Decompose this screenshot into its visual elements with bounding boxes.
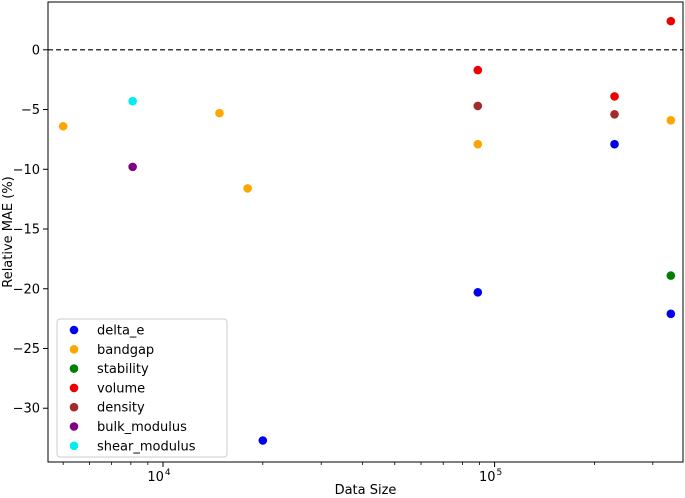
- y-tick-label: −15: [13, 223, 40, 238]
- point-bandgap: [243, 184, 252, 193]
- legend-label-delta-e: delta_e: [97, 324, 144, 339]
- data-points: [58, 16, 676, 445]
- y-tick-label: −20: [13, 282, 40, 297]
- x-tick-label: 105: [479, 468, 502, 485]
- point-shear-modulus: [128, 96, 137, 106]
- legend-marker-stability: [69, 364, 79, 373]
- y-tick-label: −30: [13, 402, 40, 417]
- legend-marker-shear-modulus: [69, 441, 79, 451]
- point-volume: [666, 16, 676, 26]
- point-volume: [473, 65, 483, 75]
- point-delta-e: [666, 309, 676, 319]
- legend-marker-density: [69, 402, 79, 412]
- point-stability: [666, 271, 676, 280]
- legend-marker-delta-e: [69, 325, 79, 335]
- legend-label-stability: stability: [97, 362, 149, 377]
- y-tick-label: 0: [32, 43, 40, 58]
- point-bandgap: [215, 108, 224, 118]
- point-volume: [610, 92, 619, 101]
- point-delta-e: [610, 139, 619, 149]
- x-tick-label: 104: [147, 468, 171, 485]
- y-tick-label: −10: [13, 163, 40, 178]
- point-bulk-modulus: [128, 162, 137, 172]
- point-density: [610, 110, 619, 119]
- legend-marker-bulk-modulus: [69, 422, 79, 431]
- legend-label-density: density: [97, 401, 145, 416]
- point-bandgap: [473, 139, 483, 149]
- point-delta-e: [258, 436, 268, 445]
- legend-label-volume: volume: [97, 381, 145, 396]
- point-density: [473, 101, 483, 111]
- legend-marker-bandgap: [69, 345, 79, 354]
- point-bandgap: [666, 115, 676, 125]
- legend-marker-volume: [69, 383, 79, 393]
- y-tick-label: −5: [21, 103, 40, 118]
- legend-box: [56, 318, 228, 458]
- point-delta-e: [473, 288, 483, 297]
- legend-label-bandgap: bandgap: [97, 343, 154, 358]
- point-bandgap: [58, 121, 68, 131]
- y-axis-label: Relative MAE (%): [1, 176, 16, 288]
- x-axis-label: Data Size: [335, 483, 397, 498]
- legend-label-shear-modulus: shear_modulus: [97, 439, 196, 454]
- y-tick-label: −25: [13, 342, 40, 357]
- axis-ticks: 0 −5 −10 −15 −20 −25 −30 104 105: [13, 43, 654, 485]
- legend-label-bulk-modulus: bulk_modulus: [97, 420, 187, 435]
